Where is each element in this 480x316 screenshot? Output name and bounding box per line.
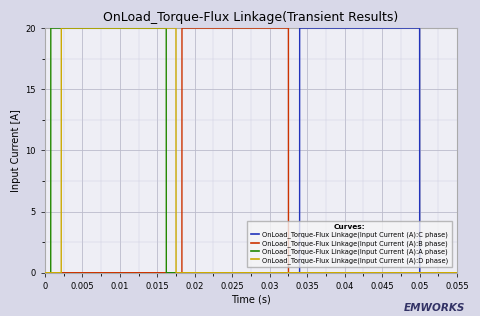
Title: OnLoad_Torque-Flux Linkage(Transient Results): OnLoad_Torque-Flux Linkage(Transient Res… xyxy=(103,11,398,24)
Legend: OnLoad_Torque-Flux Linkage(Input Current (A):C phase), OnLoad_Torque-Flux Linkag: OnLoad_Torque-Flux Linkage(Input Current… xyxy=(247,221,452,267)
X-axis label: Time (s): Time (s) xyxy=(231,295,271,305)
Y-axis label: Input Current [A]: Input Current [A] xyxy=(11,109,21,192)
Text: EMWORKS: EMWORKS xyxy=(404,303,466,313)
